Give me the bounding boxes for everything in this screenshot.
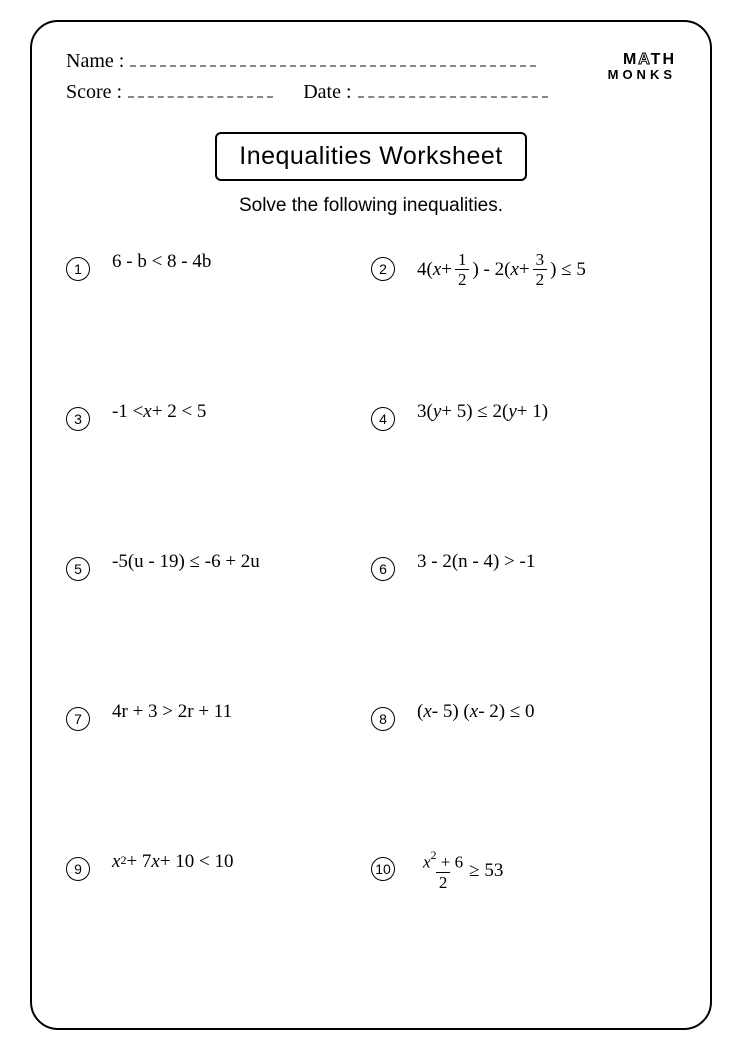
problems-grid: 1 6 - b < 8 - 4b 2 4(x + 12 ) - 2(x + 32… (66, 243, 676, 993)
t: + 1) (517, 401, 548, 423)
problem-6: 6 3 - 2(n - 4) > -1 (371, 543, 676, 693)
den: 2 (436, 872, 451, 891)
problem-expression: x2 + 7x + 10 < 10 (112, 851, 234, 873)
num: 1 (455, 251, 470, 269)
problem-4: 4 3(y + 5) ≤ 2(y + 1) (371, 393, 676, 543)
problem-expression: (x - 5) (x - 2) ≤ 0 (417, 701, 535, 723)
problem-number: 2 (371, 257, 395, 281)
fraction: 32 (533, 251, 548, 288)
score-part: Score : (66, 81, 279, 104)
problem-1: 1 6 - b < 8 - 4b (66, 243, 371, 393)
name-line[interactable] (130, 65, 535, 67)
worksheet-title: Inequalities Worksheet (215, 132, 526, 181)
problem-number: 8 (371, 707, 395, 731)
t: + 6 (437, 853, 464, 872)
var: x (143, 401, 151, 423)
problem-number: 10 (371, 857, 395, 881)
fraction: x2 + 6 2 (420, 851, 466, 891)
t: 3 - 2(n - 4) > -1 (417, 551, 535, 573)
logo-a: A (638, 51, 650, 68)
name-label: Name : (66, 50, 124, 73)
t: - 5) ( (432, 701, 470, 723)
t: ) - 2( (472, 259, 510, 281)
problem-9: 9 x2 + 7x + 10 < 10 (66, 843, 371, 993)
t: - 2) ≤ 0 (478, 701, 534, 723)
var: y (508, 401, 516, 423)
sup: 2 (431, 848, 437, 862)
var: x (423, 853, 431, 872)
score-date-row: Score : Date : (66, 81, 554, 104)
logo-bottom: MONKS (608, 68, 676, 82)
t: + 10 < 10 (160, 851, 234, 873)
title-wrap: Inequalities Worksheet (66, 132, 676, 181)
logo-m: M (623, 51, 638, 68)
t: ≥ 53 (469, 860, 503, 882)
date-label: Date : (303, 81, 351, 104)
num: x2 + 6 (420, 851, 466, 872)
problem-2: 2 4(x + 12 ) - 2(x + 32 ) ≤ 5 (371, 243, 676, 393)
t: 4r + 3 > 2r + 11 (112, 701, 232, 723)
problem-expression: 3(y + 5) ≤ 2(y + 1) (417, 401, 548, 423)
var: x (510, 259, 518, 281)
date-part: Date : (303, 81, 554, 104)
logo: MATH MONKS (608, 52, 676, 82)
problem-number: 7 (66, 707, 90, 731)
t: 4( (417, 259, 433, 281)
problem-8: 8 (x - 5) (x - 2) ≤ 0 (371, 693, 676, 843)
t: 3( (417, 401, 433, 423)
logo-th: TH (651, 51, 676, 68)
var: y (433, 401, 441, 423)
problem-10: 10 x2 + 6 2 ≥ 53 (371, 843, 676, 993)
problem-expression: 3 - 2(n - 4) > -1 (417, 551, 535, 573)
problem-expression: -1 < x + 2 < 5 (112, 401, 206, 423)
problem-number: 6 (371, 557, 395, 581)
problem-5: 5 -5(u - 19) ≤ -6 + 2u (66, 543, 371, 693)
problem-number: 4 (371, 407, 395, 431)
problem-expression: 4r + 3 > 2r + 11 (112, 701, 232, 723)
worksheet-subtitle: Solve the following inequalities. (66, 195, 676, 217)
score-label: Score : (66, 81, 122, 104)
expr-text: 6 - b < 8 - 4b (112, 251, 211, 273)
t: + 2 < 5 (152, 401, 207, 423)
sup: 2 (120, 853, 126, 868)
problem-number: 1 (66, 257, 90, 281)
problem-number: 3 (66, 407, 90, 431)
den: 2 (455, 269, 470, 288)
num: 3 (533, 251, 548, 269)
fraction: 12 (455, 251, 470, 288)
t: + (441, 259, 452, 281)
t: -5(u - 19) ≤ -6 + 2u (112, 551, 260, 573)
problem-number: 9 (66, 857, 90, 881)
t: -1 < (112, 401, 143, 423)
problem-expression: 6 - b < 8 - 4b (112, 251, 211, 273)
t: ) ≤ 5 (550, 259, 586, 281)
var: x (112, 851, 120, 873)
den: 2 (533, 269, 548, 288)
logo-top: MATH (608, 52, 676, 68)
var: x (151, 851, 159, 873)
var: x (433, 259, 441, 281)
problem-expression: -5(u - 19) ≤ -6 + 2u (112, 551, 260, 573)
name-row: Name : (66, 50, 542, 73)
t: + 5) ≤ 2( (441, 401, 508, 423)
problem-expression: 4(x + 12 ) - 2(x + 32 ) ≤ 5 (417, 251, 586, 288)
problem-number: 5 (66, 557, 90, 581)
date-line[interactable] (358, 96, 549, 98)
var: x (470, 701, 478, 723)
problem-3: 3 -1 < x + 2 < 5 (66, 393, 371, 543)
t: + 7 (126, 851, 151, 873)
problem-expression: x2 + 6 2 ≥ 53 (417, 851, 503, 891)
score-line[interactable] (128, 96, 273, 98)
problem-7: 7 4r + 3 > 2r + 11 (66, 693, 371, 843)
var: x (423, 701, 431, 723)
worksheet-frame: MATH MONKS Name : Score : Date : Inequal… (30, 20, 712, 1030)
t: + (519, 259, 530, 281)
